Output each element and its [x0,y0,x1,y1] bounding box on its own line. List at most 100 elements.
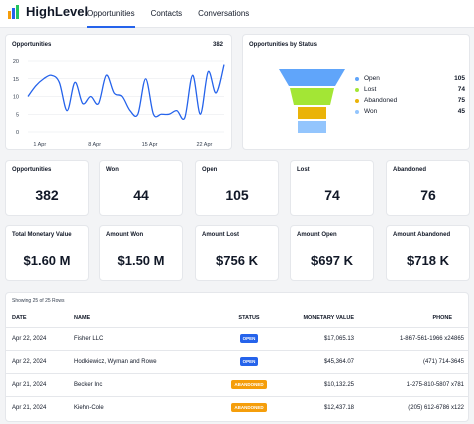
opportunities-table: DATE NAME STATUS MONETARY VALUE PHONE Ap… [6,309,468,419]
stat-card-won: Won 44 [99,160,183,216]
stat-label: Open [202,167,218,173]
cell-name: Kiehn-Cole [74,395,204,419]
legend-value: 75 [457,97,465,104]
x-tick-label: 8 Apr [88,142,101,148]
app-logo[interactable]: HighLevel [8,4,88,19]
legend-value: 74 [457,86,465,93]
status-badge: OPEN [239,357,259,366]
legend-label: Open [364,75,380,82]
tab-opportunities[interactable]: Opportunities [87,0,135,28]
cell-status: OPEN [204,349,294,373]
cell-date: Apr 22, 2024 [6,326,74,350]
table-row[interactable]: Apr 21, 2024 Kiehn-Cole ABANDONED $12,43… [6,395,468,419]
cell-phone: 1-867-561-1966 x24865 [354,326,468,350]
card-title: Opportunities [12,42,52,48]
opportunities-series-line [27,64,225,120]
opportunities-chart-card: Opportunities 382 0 5 10 15 20 1 Apr 8 Apr 15 A… [5,34,232,150]
stat-card-opportunities: Opportunities 382 [5,160,89,216]
money-card-won: Amount Won $1.50 M [99,225,183,281]
opportunities-line-chart: 0 5 10 15 20 1 Apr 8 Apr 15 Apr 22 Apr [13,59,225,148]
table-header-row: DATE NAME STATUS MONETARY VALUE PHONE [6,309,468,327]
logo-bars-icon [8,4,22,19]
table-row[interactable]: Apr 22, 2024 Fisher LLC OPEN $17,065.13 … [6,326,468,350]
money-value: $697 K [311,253,353,268]
money-label: Amount Open [297,232,337,238]
money-value: $718 K [407,253,449,268]
money-card-open: Amount Open $697 K [290,225,374,281]
funnel-segment-won [298,121,326,133]
stat-card-lost: Lost 74 [290,160,374,216]
legend-dot-icon [355,109,359,114]
legend-dot-icon [355,76,359,81]
legend-label: Lost [364,86,377,93]
x-tick-label: 22 Apr [196,142,212,148]
cell-monetary-value: $45,364.07 [294,349,354,373]
cell-monetary-value: $17,065.13 [294,326,354,350]
stat-card-abandoned: Abandoned 76 [386,160,470,216]
card-count: 382 [212,42,223,48]
top-navigation-bar: HighLevel Opportunities Contacts Convers… [0,0,474,28]
cell-name: Hodkiewicz, Wyman and Rowe [74,349,204,373]
y-tick-label: 10 [13,95,19,101]
money-value: $1.50 M [117,253,165,268]
cell-status: OPEN [204,326,294,350]
card-title: Opportunities by Status [249,42,318,48]
cell-status: ABANDONED [204,372,294,396]
money-label: Total Monetary Value [12,232,72,238]
x-tick-label: 1 Apr [33,142,46,148]
stat-value: 44 [133,187,149,203]
legend-dot-icon [355,98,359,103]
opportunities-table-card: Showing 25 of 25 Rows DATE NAME STATUS M… [5,292,469,422]
y-tick-label: 0 [16,130,19,136]
stat-label: Lost [297,167,310,173]
status-funnel-chart [279,69,345,133]
stat-value: 76 [420,187,436,203]
money-label: Amount Abandoned [393,232,451,238]
funnel-segment-open [279,69,345,86]
cell-monetary-value: $10,132.25 [294,372,354,396]
stat-label: Abandoned [393,167,426,173]
money-value: $756 K [216,253,258,268]
cell-name: Fisher LLC [74,326,204,350]
stat-value: 382 [35,187,59,203]
column-header-phone[interactable]: PHONE [432,314,452,321]
column-header-name[interactable]: NAME [74,314,91,321]
y-tick-label: 20 [13,59,19,65]
stat-value: 105 [225,187,249,203]
x-tick-label: 15 Apr [142,142,158,148]
app-name: HighLevel [26,4,89,19]
y-tick-label: 15 [13,77,19,83]
legend-item-abandoned: Abandoned 75 [355,95,465,106]
money-label: Amount Lost [202,232,239,238]
stat-value: 74 [324,187,340,203]
table-row[interactable]: Apr 21, 2024 Becker Inc ABANDONED $10,13… [6,372,468,396]
cell-date: Apr 22, 2024 [6,349,74,373]
funnel-legend: Open 105 Lost 74 Abandoned 75 Won 45 [355,73,465,117]
status-badge: ABANDONED [231,380,267,389]
tab-contacts[interactable]: Contacts [150,9,183,18]
column-header-status[interactable]: STATUS [238,314,260,321]
money-value: $1.60 M [23,253,71,268]
cell-phone: (471) 714-3645 [354,349,468,373]
cell-date: Apr 21, 2024 [6,395,74,419]
cell-monetary-value: $12,437.18 [294,395,354,419]
cell-phone: 1-275-810-5807 x781 [354,372,468,396]
legend-value: 105 [454,75,465,82]
table-row[interactable]: Apr 22, 2024 Hodkiewicz, Wyman and Rowe … [6,349,468,373]
opportunities-by-status-card: Opportunities by Status Open 105 Lost 74… [242,34,470,150]
legend-label: Won [364,108,378,115]
legend-item-open: Open 105 [355,73,465,84]
status-badge: OPEN [239,334,259,343]
legend-value: 45 [457,108,465,115]
money-label: Amount Won [106,232,144,238]
tab-conversations[interactable]: Conversations [198,9,250,18]
stat-label: Opportunities [12,167,52,173]
money-card-total: Total Monetary Value $1.60 M [5,225,89,281]
column-header-monetary-value[interactable]: MONETARY VALUE [303,314,354,321]
legend-item-won: Won 45 [355,106,465,117]
cell-name: Becker Inc [74,372,204,396]
stat-label: Won [106,167,119,173]
legend-dot-icon [355,87,359,92]
column-header-date[interactable]: DATE [12,314,27,321]
cell-status: ABANDONED [204,395,294,419]
